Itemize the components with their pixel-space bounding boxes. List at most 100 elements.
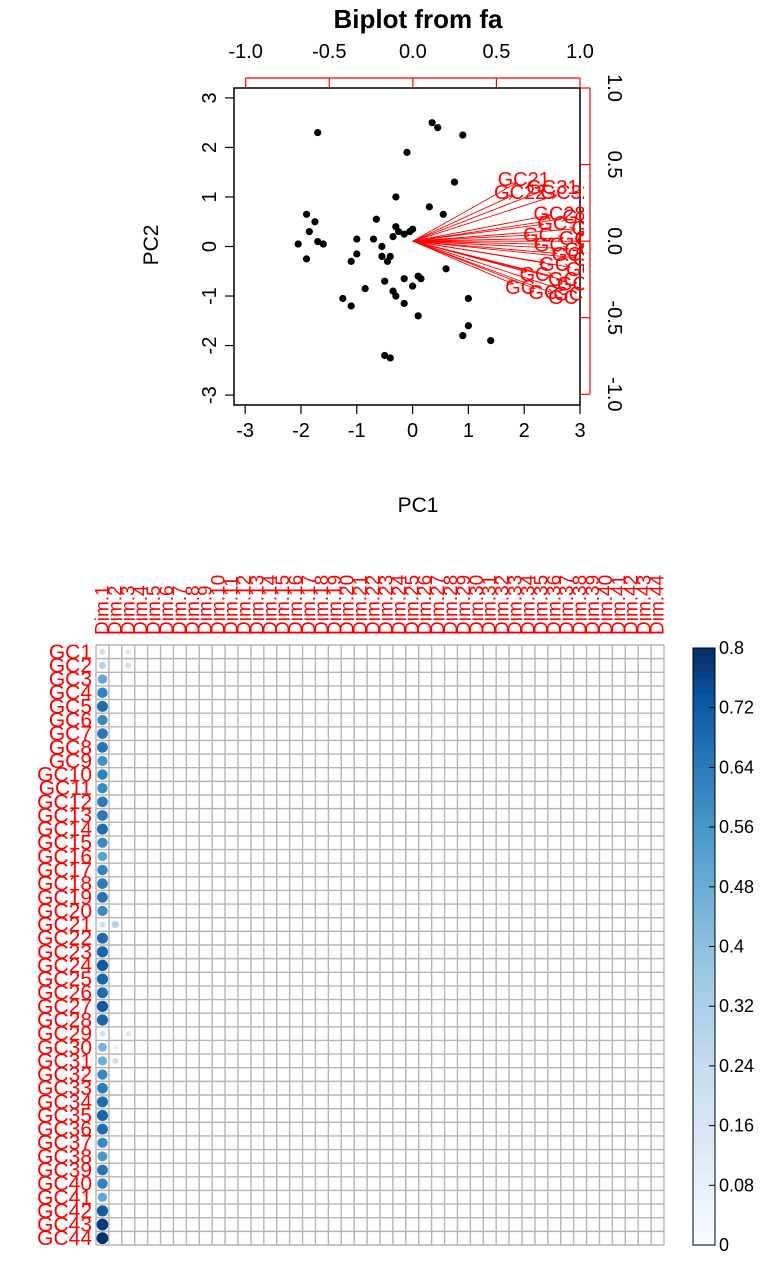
heatmap-cell [97, 714, 108, 726]
biplot-loading-arrow [412, 240, 577, 259]
heatmap-column-label: Dim.7 [170, 585, 191, 635]
biplot-loading-arrowhead [547, 272, 555, 279]
heatmap-column-labels: Dim.1Dim.2Dim.3Dim.4Dim.5Dim.6Dim.7Dim.8… [92, 574, 668, 635]
biplot-y-tick-label: -3 [199, 386, 221, 404]
colorbar-tick-label: 0.16 [719, 1116, 754, 1136]
colorbar-tick-label: 0.64 [719, 757, 754, 777]
heatmap-cell [97, 783, 108, 794]
biplot-loading-arrowhead [560, 276, 568, 283]
colorbar-segment [693, 827, 715, 836]
colorbar-segment [693, 1088, 715, 1097]
heatmap-cell [97, 837, 108, 848]
heatmap-column-label: Dim.23 [376, 575, 397, 635]
heatmap-cell [97, 687, 108, 698]
colorbar-segment [693, 871, 715, 880]
biplot-right-tick-label: -0.5 [603, 300, 625, 334]
heatmap-row-label: GC14 [37, 818, 92, 841]
heatmap-cell [96, 700, 108, 712]
biplot-point [442, 265, 450, 273]
loadings-heatmap: Dim.1Dim.2Dim.3Dim.4Dim.5Dim.6Dim.7Dim.8… [37, 574, 754, 1255]
biplot-point [294, 240, 302, 248]
heatmap-cell [96, 1109, 109, 1122]
heatmap-cell [97, 891, 108, 903]
heatmap-row-label: GC15 [37, 832, 92, 855]
heatmap-row-label: GC5 [49, 695, 92, 718]
biplot-loading-label: GC32 [541, 182, 593, 204]
biplot-loading-label: GC28 [533, 203, 585, 225]
colorbar-segment [693, 1170, 715, 1179]
biplot-point [361, 285, 369, 293]
heatmap-row-label: GC10 [37, 764, 92, 787]
heatmap-cell [96, 823, 108, 835]
biplot-point [378, 242, 386, 251]
colorbar-segment [693, 819, 715, 828]
heatmap-cell [97, 1137, 108, 1148]
heatmap-row-label: GC39 [37, 1159, 92, 1182]
biplot-loading-arrow [412, 228, 576, 242]
biplot-top-tick-label: -1.0 [228, 41, 262, 63]
colorbar-segment [693, 1036, 715, 1045]
biplot-axes: -3 -2 -1 0 1 2 3 -3 -2 -1 0 1 2 3 -1.0 -0.5 0.0 0.5 1.0 -1.… [199, 41, 625, 442]
colorbar-segment [693, 1058, 715, 1067]
biplot-loading-arrow [412, 240, 554, 294]
biplot-loading-arrowhead [550, 249, 558, 256]
heatmap-cell [97, 1042, 107, 1052]
biplot-loading-label: GC6 [553, 284, 594, 306]
colorbar-tick-label: 0.24 [719, 1056, 754, 1076]
heatmap-row-labels: GC1GC2GC3GC4GC5GC6GC7GC8GC9GC10GC11GC12G… [37, 641, 92, 1250]
biplot-loading-label: GC [505, 277, 535, 299]
biplot-loading-arrowhead [569, 226, 577, 233]
colorbar-segment [693, 1207, 715, 1216]
biplot-loading-arrow [412, 240, 567, 282]
biplot-point [428, 119, 436, 127]
colorbar-segment [693, 1118, 715, 1127]
biplot-point [459, 131, 467, 139]
heatmap-row-label: GC30 [37, 1036, 92, 1059]
biplot-top-tick-label: -0.5 [312, 41, 346, 63]
biplot-point [400, 275, 408, 283]
biplot-y-tick-label: -1 [199, 287, 221, 305]
colorbar-segment [693, 648, 715, 657]
heatmap-cell [96, 932, 108, 944]
colorbar-segment [693, 804, 715, 813]
heatmap-column-label: Dim.29 [454, 575, 475, 635]
heatmap-column-label: Dim.44 [648, 574, 669, 635]
colorbar-tick-label: 0.32 [719, 996, 754, 1016]
colorbar-segment [693, 782, 715, 791]
biplot-x-tick-label: 0 [407, 420, 418, 442]
heatmap-column-label: Dim.37 [557, 575, 578, 635]
biplot-point [378, 252, 386, 261]
colorbar-tick-label: 0.08 [719, 1175, 754, 1195]
colorbar-segment [693, 1021, 715, 1030]
colorbar-segment [693, 715, 715, 724]
heatmap-column-label: Dim.34 [518, 574, 539, 635]
biplot-point [381, 277, 389, 285]
heatmap-grid [95, 644, 665, 1246]
heatmap-cell [97, 851, 108, 862]
colorbar-segment [693, 655, 715, 664]
colorbar-segment [693, 1065, 715, 1074]
biplot-loading-arrow [412, 240, 540, 245]
biplot-loading-arrowhead [557, 235, 565, 242]
heatmap-row-label: GC13 [37, 804, 92, 827]
colorbar-segment [693, 842, 715, 851]
heatmap-row-label: GC34 [37, 1091, 92, 1114]
biplot-loading-arrowhead [507, 279, 515, 285]
colorbar-segment [693, 998, 715, 1007]
colorbar-segment [693, 1073, 715, 1082]
biplot-x-tick-label: -3 [236, 420, 254, 442]
colorbar-segment [693, 1110, 715, 1119]
heatmap-row-label: GC1 [49, 641, 92, 664]
biplot-right-tick-label: 1.0 [603, 74, 625, 102]
biplot-points [294, 119, 495, 362]
biplot-y-tick-label: -2 [199, 337, 221, 355]
colorbar-segment [693, 1125, 715, 1134]
colorbar-segment [693, 976, 715, 985]
biplot-point [417, 275, 425, 283]
biplot-point [392, 292, 400, 300]
heatmap-row-label: GC4 [49, 682, 93, 705]
colorbar-segment [693, 1133, 715, 1142]
colorbar-segment [693, 939, 715, 948]
colorbar-segment [693, 879, 715, 888]
colorbar-segment [693, 767, 715, 776]
